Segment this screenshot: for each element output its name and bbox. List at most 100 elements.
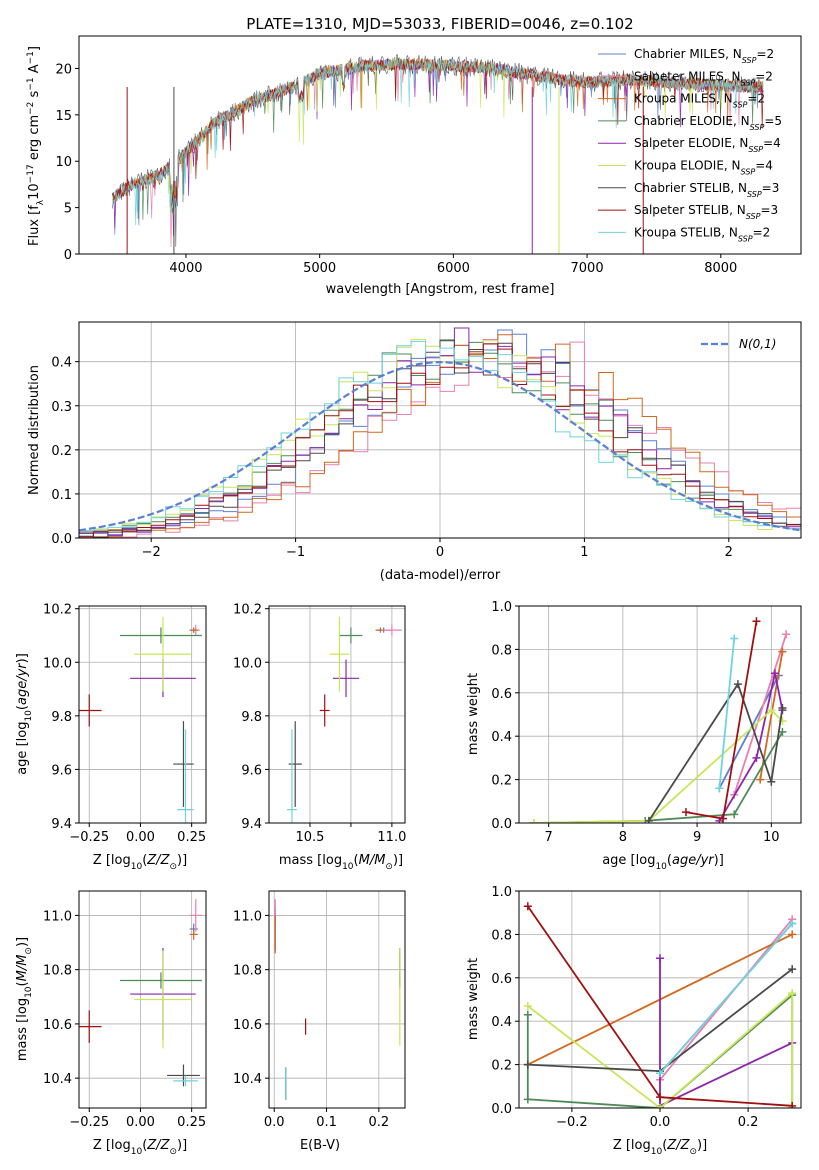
- legend-label: Chabrier MILES, NSSP=2: [634, 47, 774, 65]
- x-tick-label: 0.00: [126, 1115, 155, 1130]
- y-tick-label: 0.4: [491, 730, 512, 745]
- mass-weight-marker: [788, 930, 797, 939]
- errorbar-point: [119, 972, 202, 989]
- errorbar-point: [173, 721, 194, 807]
- mass-weight-vs-Z-marks: [523, 902, 797, 1108]
- y-tick-label: 0.0: [491, 1102, 512, 1117]
- errorbar-point: [287, 729, 297, 823]
- errorbar-point: [329, 616, 350, 692]
- mass-vs-Z-panel: −0.25 0.00 0.25 10.4 10.6 10.8 11.0: [43, 890, 207, 1130]
- errorbar-point: [332, 659, 360, 698]
- mass-vs-Z-marks: [79, 899, 202, 1087]
- age-vs-mass-panel: 10.5 11.0 9.4 9.6 9.8 10.0 10.2: [233, 603, 406, 845]
- legend-label: Chabrier STELIB, NSSP=3: [634, 181, 779, 199]
- x-tick-label: 0.1: [316, 1115, 337, 1130]
- errorbar-point: [382, 624, 402, 636]
- age-vs-mass-marks: [287, 616, 402, 823]
- y-tick-label: 10.8: [43, 964, 72, 979]
- y-tick-label: 10.0: [43, 656, 72, 671]
- y-tick-label: 10.8: [233, 964, 262, 979]
- mass-weight-marker: [752, 753, 761, 762]
- x-tick-label: 10: [763, 830, 780, 845]
- x-tick-label: 5000: [303, 261, 336, 276]
- mass-weight-marker: [730, 810, 739, 819]
- y-tick-label: 9.4: [51, 817, 72, 832]
- histogram-6: [79, 340, 801, 538]
- errorbar-point: [319, 694, 330, 727]
- x-tick-label: 0.0: [650, 1115, 671, 1130]
- x-tick-label: 2: [725, 545, 733, 560]
- errorbar-point: [167, 1064, 200, 1087]
- errorbar-point: [189, 928, 198, 940]
- mass-weight-marker: [656, 1104, 664, 1108]
- y-tick-label: 0.3: [51, 400, 72, 415]
- errorbar-point: [339, 627, 363, 644]
- y-tick-label: 0.2: [491, 1059, 512, 1074]
- mass-weight-marker: [778, 727, 787, 736]
- mass-weight-marker: [523, 902, 532, 911]
- y-tick-label: 1.0: [491, 885, 512, 900]
- y-tick-label: 9.8: [51, 710, 72, 725]
- normal-reference-curve: [79, 360, 801, 532]
- y-tick-label: 10.2: [43, 603, 72, 618]
- x-tick-label: 0: [436, 545, 444, 560]
- mass-weight-marker: [778, 703, 787, 712]
- mass-weight-marker: [767, 706, 776, 715]
- x-tick-label: −0.2: [556, 1115, 588, 1130]
- x-tick-label: −2: [142, 545, 161, 560]
- y-tick-label: 11.0: [43, 909, 72, 924]
- x-tick-label: 0.00: [126, 830, 155, 845]
- mass-weight-marker: [523, 1002, 532, 1011]
- mass-weight-vs-Z-panel: −0.2 0.0 0.2 0.0 0.2 0.4 0.6 0.8 1.0: [491, 885, 802, 1130]
- x-tick-label: −0.25: [69, 1115, 109, 1130]
- age-Z-xlabel: Z [log10(Z/Z⊙)]: [93, 853, 187, 872]
- mass-weight-marker: [788, 965, 797, 974]
- x-tick-label: 1: [580, 545, 588, 560]
- x-tick-label: 0.2: [369, 1115, 390, 1130]
- mass-EBV-xlabel: E(B-V): [300, 1138, 340, 1153]
- mass-weight-marker: [719, 814, 728, 823]
- y-tick-label: 9.4: [241, 817, 262, 832]
- mass-vs-Z-frame: [78, 890, 207, 1109]
- legend-label: Salpeter MILES, NSSP=2: [634, 69, 773, 87]
- mass-weight-marker: [656, 1069, 664, 1078]
- y-tick-label: 0.6: [491, 972, 512, 987]
- spectrum-line-8: [112, 57, 764, 226]
- y-tick-label: 10.2: [233, 603, 262, 618]
- y-tick-label: 10: [55, 155, 72, 170]
- x-tick-label: 0.0: [264, 1115, 285, 1130]
- mass-weight-marker: [788, 919, 797, 928]
- spectrum-title: PLATE=1310, MJD=53033, FIBERID=0046, z=0…: [246, 15, 633, 33]
- y-tick-label: 10.4: [233, 1072, 262, 1087]
- x-tick-label: 9: [693, 830, 701, 845]
- mass-weight-marker: [771, 669, 780, 678]
- mass-weight-marker: [529, 819, 538, 823]
- mass-weight-marker: [656, 1093, 664, 1102]
- age-vs-Z-panel: −0.25 0.00 0.25 9.4 9.6 9.8 10.0 10.2: [43, 603, 207, 845]
- mass-weight-marker: [788, 988, 797, 997]
- mw-age-ylabel: mass weight: [466, 673, 481, 755]
- legend-label: Chabrier ELODIE, NSSP=5: [634, 114, 782, 131]
- mass-vs-EBV-panel: 0.0 0.1 0.2 10.4 10.6 10.8 11.0: [233, 890, 406, 1130]
- spectrum-frame: [78, 35, 802, 255]
- errorbar-point: [177, 729, 194, 823]
- spectrum-ylabel: Flux [fλ10−17 erg cm−2 s−1 A−1]: [26, 46, 46, 246]
- mass-weight-marker: [523, 1010, 532, 1019]
- age-vs-mass-frame: [268, 605, 406, 824]
- x-tick-label: 0.25: [177, 1115, 206, 1130]
- mass-weight-line: [648, 682, 784, 822]
- mass-vs-EBV-marks: [274, 899, 401, 1100]
- y-tick-label: 20: [55, 62, 72, 77]
- mass-weight-marker: [656, 954, 664, 963]
- x-tick-label: 6000: [437, 261, 470, 276]
- mass-weight-line: [533, 708, 784, 823]
- y-tick-label: 10.6: [43, 1018, 72, 1033]
- x-tick-label: 8: [619, 830, 627, 845]
- mass-weight-marker: [681, 808, 690, 817]
- y-tick-label: 9.6: [241, 763, 262, 778]
- mass-weight-marker: [756, 775, 765, 784]
- errorbar-point: [79, 1010, 102, 1043]
- mass-weight-marker: [733, 680, 742, 689]
- mass-Z-xlabel: Z [log10(Z/Z⊙)]: [93, 1138, 187, 1157]
